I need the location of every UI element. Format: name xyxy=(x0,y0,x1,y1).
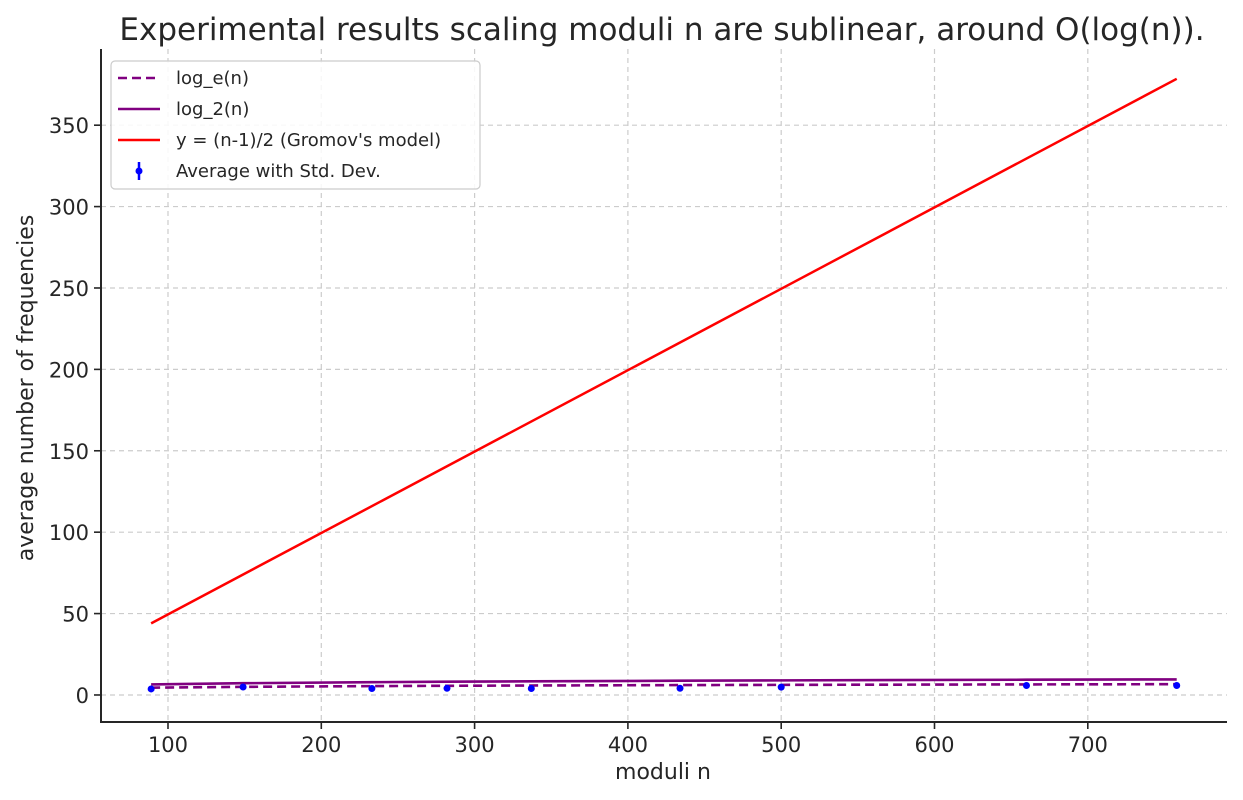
average-errorbar-series xyxy=(147,682,1181,693)
x-tick-label: 700 xyxy=(1068,733,1108,757)
legend-label: log_e(n) xyxy=(176,68,249,89)
legend: log_e(n) log_2(n) y = (n-1)/2 (Gromov's … xyxy=(110,60,481,190)
legend-item-log2: log_2(n) xyxy=(118,99,249,120)
legend-item-gromov: y = (n-1)/2 (Gromov's model) xyxy=(118,130,441,151)
data-point xyxy=(676,684,684,692)
y-tick-label: 200 xyxy=(49,358,89,382)
y-axis-ticks: 0 50 100 150 200 250 300 350 xyxy=(49,114,101,708)
x-tick-label: 400 xyxy=(608,733,648,757)
y-tick-label: 100 xyxy=(49,521,89,545)
x-tick-label: 100 xyxy=(148,733,188,757)
y-tick-label: 350 xyxy=(49,114,89,138)
legend-item-loge: log_e(n) xyxy=(118,68,249,89)
data-point xyxy=(239,683,247,691)
chart-title: Experimental results scaling moduli n ar… xyxy=(119,12,1204,48)
data-point xyxy=(527,684,535,692)
legend-box xyxy=(110,60,481,190)
data-point xyxy=(777,683,785,691)
y-tick-label: 0 xyxy=(76,684,89,708)
axes xyxy=(100,49,1227,723)
data-point xyxy=(1173,682,1181,690)
legend-item-average: Average with Std. Dev. xyxy=(135,161,381,182)
data-point xyxy=(147,685,155,693)
x-axis-ticks: 100 200 300 400 500 600 700 xyxy=(148,722,1108,757)
marker-icon xyxy=(135,167,143,175)
plot-series xyxy=(147,77,1181,693)
x-tick-label: 200 xyxy=(301,733,341,757)
loge-line xyxy=(151,682,1177,689)
y-tick-label: 300 xyxy=(49,196,89,220)
y-tick-label: 250 xyxy=(49,277,89,301)
legend-label: y = (n-1)/2 (Gromov's model) xyxy=(176,130,441,151)
data-point xyxy=(443,684,451,692)
legend-label: Average with Std. Dev. xyxy=(176,161,381,182)
data-point xyxy=(1022,682,1030,690)
y-axis-label: average number of frequencies xyxy=(14,215,39,562)
y-tick-label: 150 xyxy=(49,440,89,464)
x-tick-label: 300 xyxy=(455,733,495,757)
x-tick-label: 500 xyxy=(761,733,801,757)
gromov-model-line xyxy=(150,77,1178,625)
x-axis-label: moduli n xyxy=(615,760,711,785)
y-tick-label: 50 xyxy=(62,603,89,627)
gridlines xyxy=(101,49,1227,722)
x-tick-label: 600 xyxy=(914,733,954,757)
data-point xyxy=(368,684,376,692)
log2-line xyxy=(151,678,1177,686)
legend-label: log_2(n) xyxy=(176,99,249,120)
